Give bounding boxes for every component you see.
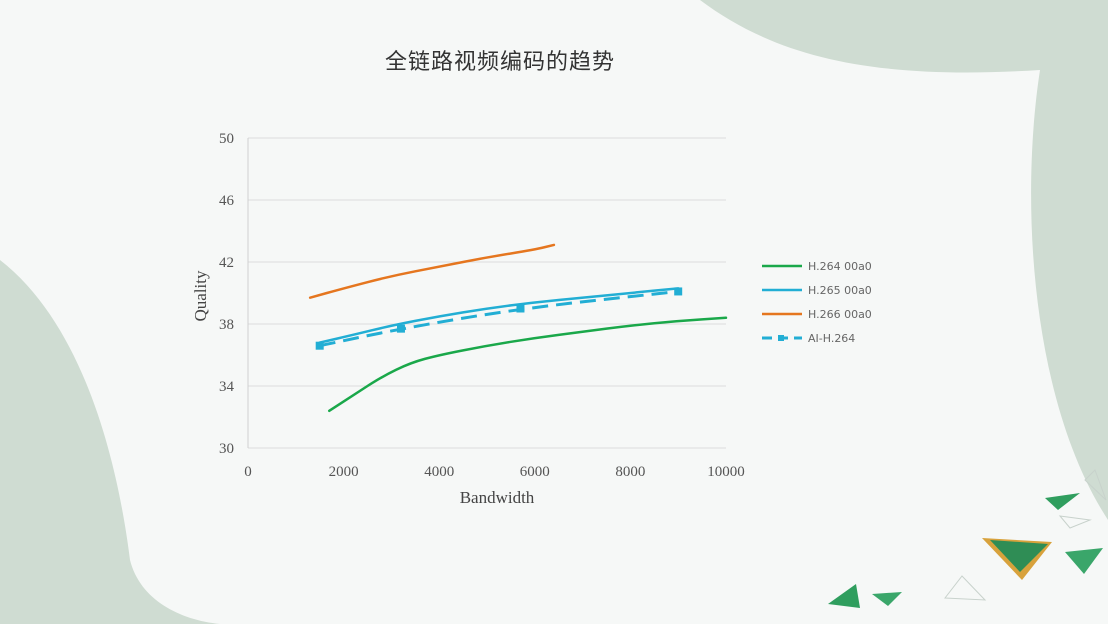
x-tick-label: 4000 bbox=[424, 464, 454, 480]
axes: 30 34 38 42 46 50 0 2000 4000 6000 8000 10000 Bandwi… bbox=[191, 131, 745, 507]
y-tick-label: 38 bbox=[219, 317, 234, 333]
series-lines bbox=[308, 243, 728, 413]
series-line-0 bbox=[328, 316, 728, 413]
y-tick-label: 30 bbox=[219, 441, 234, 457]
decorative-triangles bbox=[828, 469, 1107, 608]
legend: H.264 00a0 H.265 00a0 H.266 00a0 AI-H.264 bbox=[762, 260, 872, 345]
x-tick-label: 10000 bbox=[707, 464, 745, 480]
series-line-1 bbox=[318, 287, 680, 344]
series-marker bbox=[315, 341, 324, 350]
x-tick-label: 2000 bbox=[329, 464, 359, 480]
top-right-shape bbox=[700, 0, 1108, 520]
y-tick-label: 34 bbox=[219, 379, 235, 395]
series-marker bbox=[674, 287, 683, 296]
series-line-2 bbox=[308, 243, 556, 299]
legend-label: AI-H.264 bbox=[808, 332, 855, 345]
x-tick-label: 6000 bbox=[520, 464, 550, 480]
x-axis-label: Bandwidth bbox=[460, 488, 535, 507]
series-line-3 bbox=[319, 289, 679, 348]
legend-label: H.266 00a0 bbox=[808, 308, 872, 321]
series-marker bbox=[516, 304, 525, 313]
y-tick-label: 46 bbox=[219, 193, 235, 209]
x-tick-label: 0 bbox=[244, 464, 252, 480]
slide-title: 全链路视频编码的趋势 bbox=[384, 50, 615, 75]
legend-label: H.265 00a0 bbox=[808, 284, 872, 297]
y-tick-label: 42 bbox=[219, 255, 234, 271]
legend-marker bbox=[778, 335, 784, 341]
series-marker bbox=[396, 324, 405, 333]
bottom-left-shape bbox=[0, 260, 220, 624]
y-tick-label: 50 bbox=[219, 131, 234, 147]
x-tick-label: 8000 bbox=[615, 464, 645, 480]
y-axis-label: Quality bbox=[191, 270, 210, 321]
legend-label: H.264 00a0 bbox=[808, 260, 872, 273]
